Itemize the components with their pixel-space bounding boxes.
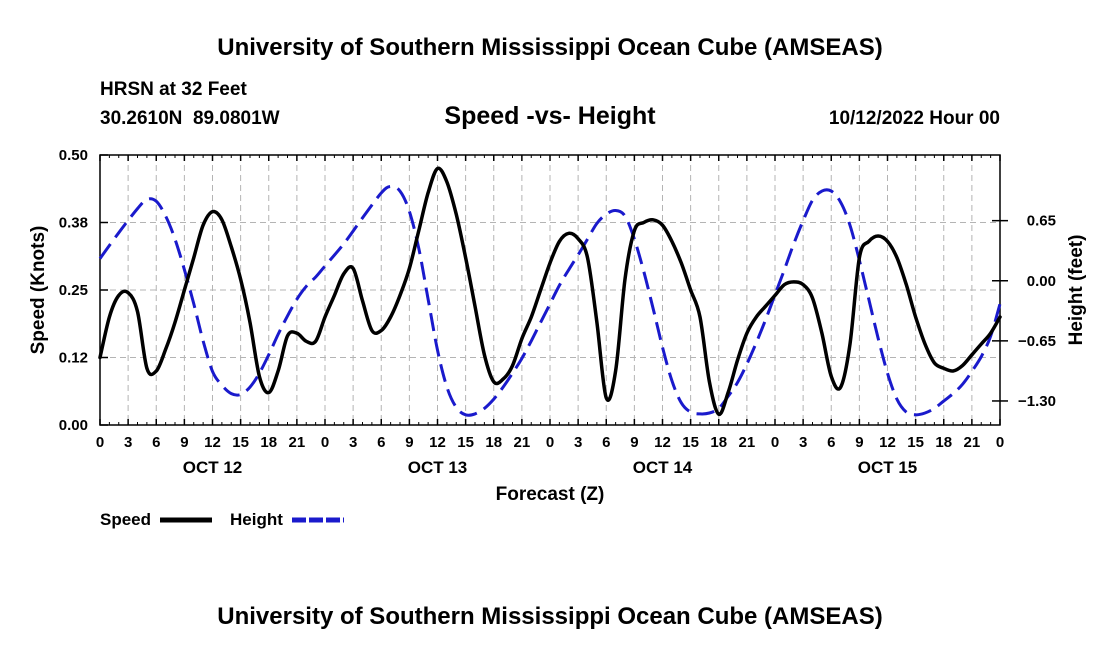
x-tick-label: 0 (321, 434, 329, 451)
x-tick-label: 12 (879, 434, 896, 451)
x-tick-label: 6 (377, 434, 385, 451)
y2-tick-label: −0.65 (1018, 333, 1056, 350)
x-tick-label: 9 (855, 434, 863, 451)
x-tick-label: 21 (514, 434, 531, 451)
y-tick-label: 0.25 (59, 282, 88, 299)
x-tick-label: 3 (124, 434, 132, 451)
x-date-label: OCT 14 (633, 458, 693, 477)
x-tick-label: 12 (204, 434, 221, 451)
x-date-label: OCT 15 (858, 458, 918, 477)
x-tick-label: 3 (349, 434, 357, 451)
y-tick-label: 0.12 (59, 350, 88, 367)
x-tick-label: 15 (907, 434, 924, 451)
y-tick-label: 0.38 (59, 215, 88, 232)
x-tick-label: 9 (180, 434, 188, 451)
chart-subtitle: Speed -vs- Height (444, 102, 656, 130)
x-tick-label: 15 (457, 434, 474, 451)
legend: Speed Height (100, 510, 344, 529)
legend-height-label: Height (230, 510, 283, 529)
x-date-label: OCT 12 (183, 458, 243, 477)
x-date-label: OCT 13 (408, 458, 468, 477)
x-tick-label: 0 (546, 434, 554, 451)
axes: 0 3 6 9 12 15 18 21 0 3 6 9 12 15 18 21 0 3 6 9 12 15 18 21 0 3 6 9… (59, 147, 1056, 477)
y2-axis-title: Height (feet) (1066, 235, 1087, 346)
x-tick-label: 21 (739, 434, 756, 451)
x-tick-label: 6 (602, 434, 610, 451)
station-coords: 30.2610N 89.0801W (100, 108, 280, 129)
x-tick-label: 21 (289, 434, 306, 451)
x-tick-label: 9 (630, 434, 638, 451)
y-axis-title: Speed (Knots) (28, 226, 49, 355)
x-tick-label: 0 (771, 434, 779, 451)
x-tick-label: 0 (996, 434, 1004, 451)
x-tick-label: 12 (654, 434, 671, 451)
chart-main-title: University of Southern Mississippi Ocean… (217, 34, 882, 61)
x-tick-label: 21 (964, 434, 981, 451)
station-label: HRSN at 32 Feet (100, 79, 247, 100)
y-tick-label: 0.00 (59, 417, 88, 434)
x-tick-label: 3 (574, 434, 582, 451)
speed-series-line (98, 166, 1002, 416)
x-tick-label: 6 (827, 434, 835, 451)
x-tick-label: 0 (96, 434, 104, 451)
run-time-label: 10/12/2022 Hour 00 (829, 108, 1000, 129)
series-layer (98, 166, 1002, 417)
y2-tick-label: 0.65 (1027, 213, 1056, 230)
x-axis-title: Forecast (Z) (496, 484, 605, 505)
x-tick-label: 15 (682, 434, 699, 451)
x-tick-label: 18 (710, 434, 727, 451)
x-tick-label: 9 (405, 434, 413, 451)
x-tick-label: 15 (232, 434, 249, 451)
x-tick-label: 18 (485, 434, 502, 451)
x-tick-label: 3 (799, 434, 807, 451)
y2-tick-label: −1.30 (1018, 393, 1056, 410)
x-tick-label: 18 (260, 434, 277, 451)
x-tick-label: 18 (935, 434, 952, 451)
x-tick-label: 12 (429, 434, 446, 451)
y-tick-label: 0.50 (59, 147, 88, 164)
legend-speed-label: Speed (100, 510, 151, 529)
x-tick-label: 6 (152, 434, 160, 451)
grid-lines (100, 155, 1000, 425)
footer-title: University of Southern Mississippi Ocean… (217, 603, 882, 630)
y2-tick-label: 0.00 (1027, 273, 1056, 290)
